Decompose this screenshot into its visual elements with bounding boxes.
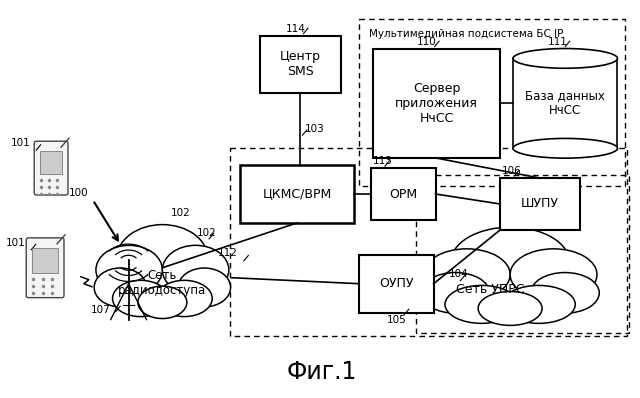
Text: 101: 101 xyxy=(6,238,25,248)
Ellipse shape xyxy=(445,285,518,323)
Bar xyxy=(371,168,436,220)
Bar xyxy=(513,59,618,148)
FancyBboxPatch shape xyxy=(34,141,68,195)
Bar xyxy=(416,175,629,333)
Text: 106: 106 xyxy=(502,166,522,176)
Ellipse shape xyxy=(138,286,187,318)
Text: Фиг.1: Фиг.1 xyxy=(286,360,356,384)
Text: ШУПУ: ШУПУ xyxy=(521,197,559,211)
Bar xyxy=(513,148,618,159)
Text: 111: 111 xyxy=(547,37,567,47)
Bar xyxy=(40,151,62,174)
Ellipse shape xyxy=(423,249,510,300)
Ellipse shape xyxy=(113,280,168,316)
Ellipse shape xyxy=(178,268,230,307)
Text: Мультимедийная подсистема БС IP: Мультимедийная подсистема БС IP xyxy=(369,29,563,39)
Bar xyxy=(260,35,341,94)
Ellipse shape xyxy=(117,224,208,292)
Text: 103: 103 xyxy=(305,124,324,134)
Text: 113: 113 xyxy=(373,156,393,166)
Text: 104: 104 xyxy=(449,269,468,279)
Text: 110: 110 xyxy=(417,37,436,47)
Ellipse shape xyxy=(513,49,618,68)
Ellipse shape xyxy=(478,291,542,326)
Ellipse shape xyxy=(513,139,618,158)
Ellipse shape xyxy=(94,268,147,307)
Bar xyxy=(500,178,580,230)
Text: Сеть УПРС: Сеть УПРС xyxy=(456,283,525,296)
Bar xyxy=(359,19,625,186)
Ellipse shape xyxy=(502,285,575,323)
Ellipse shape xyxy=(163,245,229,295)
Text: Центр
SMS: Центр SMS xyxy=(280,51,321,78)
Text: 101: 101 xyxy=(10,138,30,148)
Text: ОУПУ: ОУПУ xyxy=(379,277,413,290)
Ellipse shape xyxy=(531,273,599,313)
Text: 114: 114 xyxy=(285,23,305,33)
Text: ОРМ: ОРМ xyxy=(389,187,417,201)
Text: 102: 102 xyxy=(170,208,190,218)
Text: 112: 112 xyxy=(218,248,238,258)
Ellipse shape xyxy=(510,249,597,300)
Text: База данных
НчСС: База данных НчСС xyxy=(525,89,605,117)
Ellipse shape xyxy=(96,245,163,295)
Bar xyxy=(359,255,434,312)
Bar xyxy=(32,248,58,273)
Ellipse shape xyxy=(421,273,490,313)
Text: 107: 107 xyxy=(91,304,111,314)
Text: Сервер
приложения
НчСС: Сервер приложения НчСС xyxy=(395,82,478,125)
Bar xyxy=(240,165,354,223)
Ellipse shape xyxy=(451,227,570,298)
FancyBboxPatch shape xyxy=(26,238,64,298)
Bar xyxy=(230,148,627,336)
Text: 100: 100 xyxy=(69,188,89,198)
Bar xyxy=(373,49,500,158)
Text: Сеть
радиодоступа: Сеть радиодоступа xyxy=(118,269,207,297)
Text: 102: 102 xyxy=(197,228,217,238)
Text: 105: 105 xyxy=(387,314,406,325)
Text: ЦКМС/ВРМ: ЦКМС/ВРМ xyxy=(262,187,332,201)
Ellipse shape xyxy=(156,280,212,316)
